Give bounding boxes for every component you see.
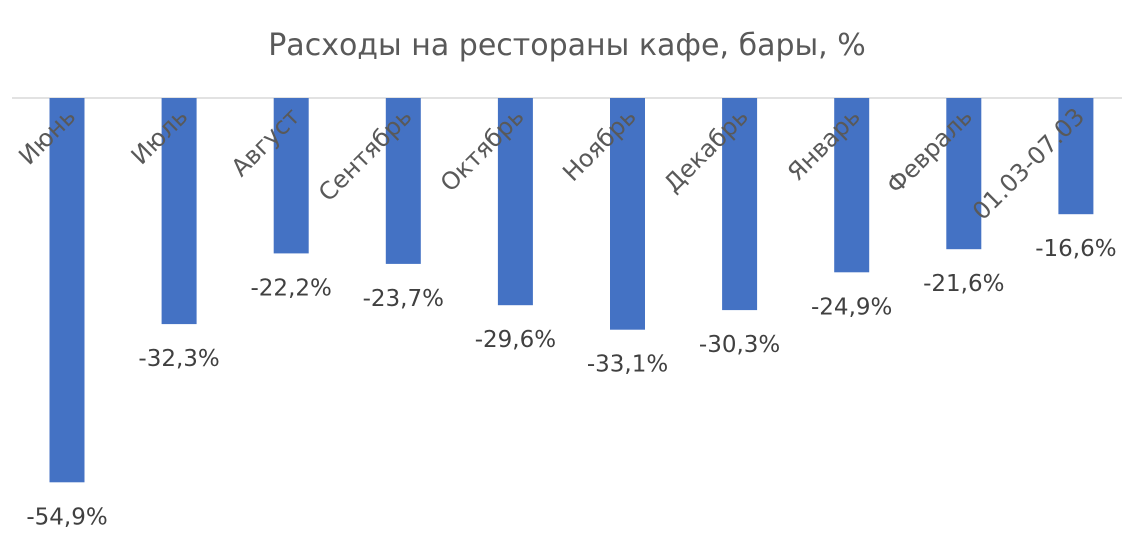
value-label-8: -24,9% <box>811 294 892 320</box>
bar-3 <box>273 98 309 254</box>
bar-1 <box>49 98 85 483</box>
bar-10 <box>1058 98 1094 215</box>
value-label-10: -16,6% <box>1035 236 1116 262</box>
bar-7 <box>722 98 758 311</box>
bar-4 <box>385 98 421 264</box>
value-label-3: -22,2% <box>251 275 332 301</box>
value-labels-layer: -54,9% -32,3% -22,2% -23,7% -29,6% -33,1% -30,… <box>26 236 1116 530</box>
bar-8 <box>834 98 870 273</box>
bar-2 <box>161 98 197 325</box>
value-label-1: -54,9% <box>26 504 107 530</box>
value-label-4: -23,7% <box>363 286 444 312</box>
value-label-2: -32,3% <box>138 346 219 372</box>
bar-6 <box>610 98 645 330</box>
bar-9 <box>946 98 982 250</box>
chart-title: Расходы на рестораны кафе, бары, % <box>268 28 866 63</box>
value-label-6: -33,1% <box>587 352 668 378</box>
bars-layer <box>49 98 1094 483</box>
value-label-5: -29,6% <box>475 327 556 353</box>
value-label-7: -30,3% <box>699 332 780 358</box>
value-label-9: -21,6% <box>923 271 1004 297</box>
bar-5 <box>497 98 533 306</box>
